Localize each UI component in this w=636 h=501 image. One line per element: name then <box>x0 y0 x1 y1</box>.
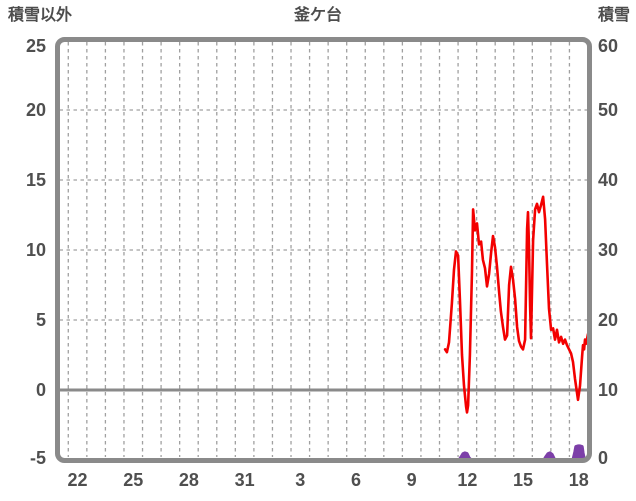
temperature-series <box>443 195 588 414</box>
snow-depth-series <box>447 451 531 459</box>
left-axis-tick: 5 <box>35 310 46 330</box>
left-axis-title: 積雪以外 <box>8 7 73 24</box>
x-axis-tick: 18 <box>568 470 589 490</box>
x-axis-tick: 12 <box>457 470 478 490</box>
right-axis-tick: 40 <box>598 170 619 190</box>
snow-depth-series <box>536 444 588 459</box>
station-title: 釜ケ台 <box>293 7 342 24</box>
left-axis-tick: 15 <box>25 170 46 190</box>
x-axis-tick: 22 <box>67 470 88 490</box>
right-axis-tick: 0 <box>598 448 609 468</box>
right-axis-tick: 50 <box>598 100 619 120</box>
right-axis-tick: 20 <box>598 310 619 330</box>
x-axis-tick: 28 <box>178 470 199 490</box>
left-axis-tick: 25 <box>25 36 46 56</box>
x-axis-tick: 9 <box>406 470 417 490</box>
x-axis-tick: 6 <box>350 470 361 490</box>
chart-frame <box>55 37 592 463</box>
left-axis-tick: 10 <box>25 240 46 260</box>
x-axis-tick: 15 <box>513 470 534 490</box>
right-axis-title: 積雪 <box>597 7 630 24</box>
right-axis-tick: 30 <box>598 240 619 260</box>
left-axis-tick: 20 <box>25 100 46 120</box>
x-axis-tick: 3 <box>295 470 306 490</box>
right-axis-tick: 60 <box>598 36 619 56</box>
x-axis-tick: 31 <box>234 470 255 490</box>
right-axis-tick: 10 <box>598 380 619 400</box>
left-axis-tick: -5 <box>29 448 46 468</box>
x-axis-tick: 25 <box>123 470 144 490</box>
left-axis-tick: 0 <box>35 380 46 400</box>
